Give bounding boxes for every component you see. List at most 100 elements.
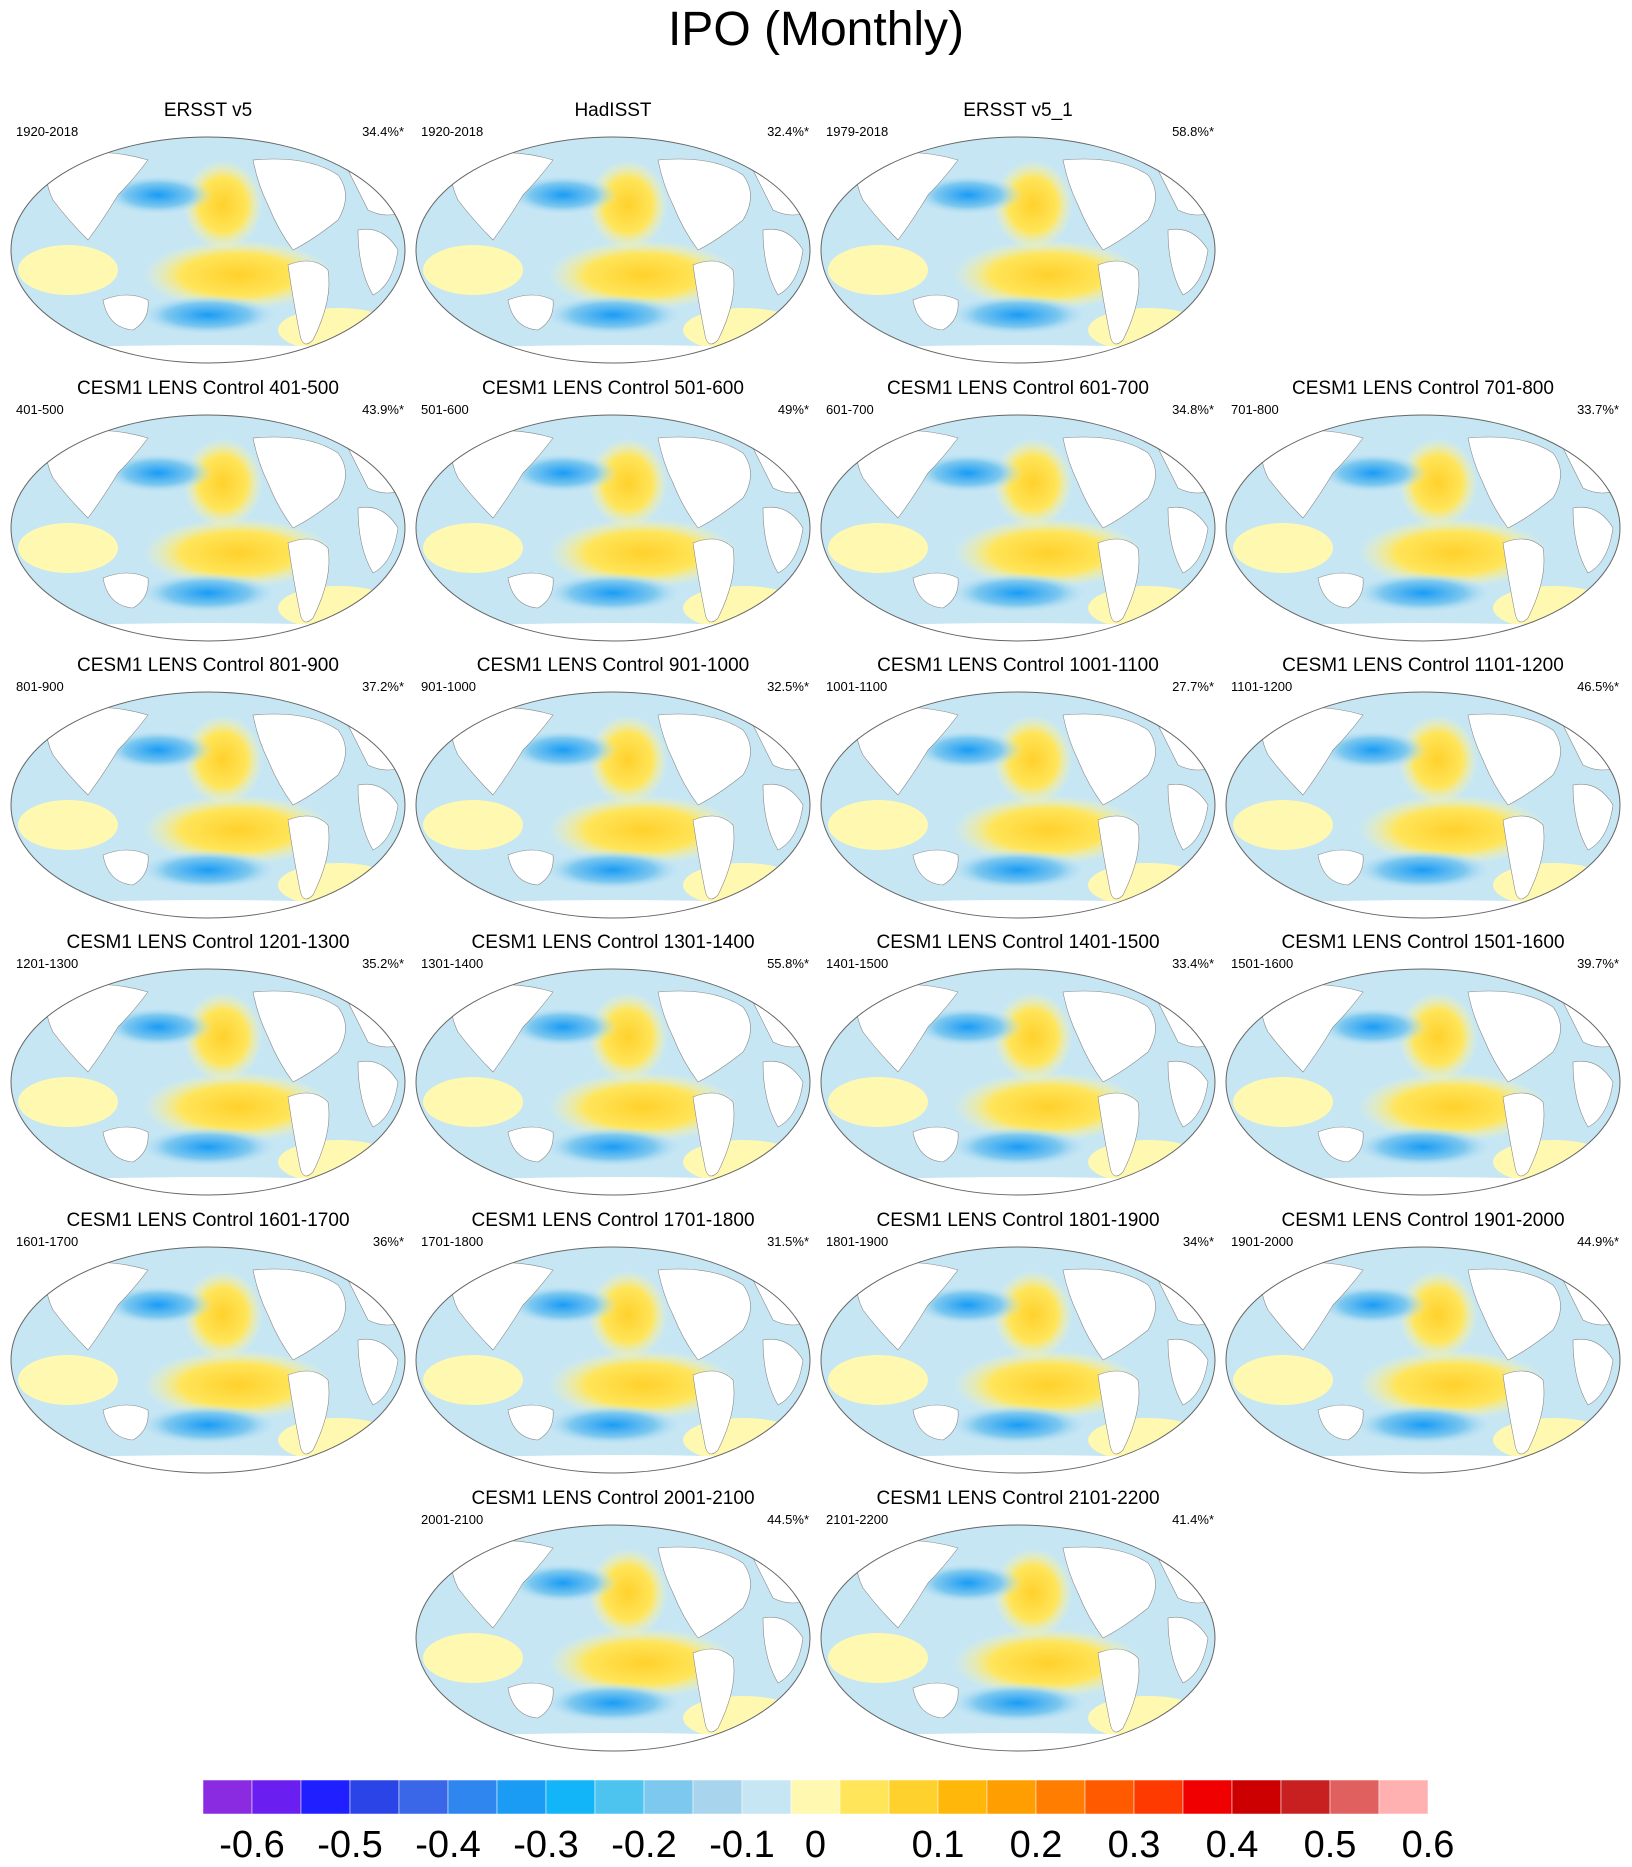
colorbar-box xyxy=(398,1780,449,1814)
colorbar-box xyxy=(1035,1780,1086,1814)
panel-variance-percent: 33.4%* xyxy=(1172,956,1214,971)
map-panel: HadISST 1920-2018 32.4%* xyxy=(413,100,813,370)
panel-variance-percent: 35.2%* xyxy=(362,956,404,971)
panel-period: 1201-1300 xyxy=(16,956,79,971)
world-map xyxy=(820,968,1216,1196)
panel-title: ERSST v5_1 xyxy=(963,100,1073,121)
panel-title: CESM1 LENS Control 601-700 xyxy=(887,378,1149,399)
colorbar-box xyxy=(1329,1780,1380,1814)
map-panel: CESM1 LENS Control 1601-1700 1601-1700 36%… xyxy=(8,1210,408,1480)
panel-title: CESM1 LENS Control 2101-2200 xyxy=(876,1488,1160,1509)
figure-title: IPO (Monthly) xyxy=(667,3,965,56)
colorbar-tick-label: 0 xyxy=(804,1824,827,1866)
world-map xyxy=(10,414,406,642)
map-panel: CESM1 LENS Control 1401-1500 1401-1500 33.… xyxy=(818,932,1218,1202)
panel-variance-percent: 43.9%* xyxy=(362,402,404,417)
map-panel: CESM1 LENS Control 2101-2200 2101-2200 41.… xyxy=(818,1488,1218,1758)
panel-title: CESM1 LENS Control 1501-1600 xyxy=(1281,932,1565,953)
world-map xyxy=(1225,1246,1621,1474)
colorbar-tick-label: -0.2 xyxy=(611,1824,677,1866)
panel-period: 1601-1700 xyxy=(16,1234,79,1249)
panel-variance-percent: 32.4%* xyxy=(767,124,809,139)
panel-period: 1501-1600 xyxy=(1231,956,1294,971)
colorbar-tick-label: -0.1 xyxy=(709,1824,775,1866)
panel-variance-percent: 27.7%* xyxy=(1172,679,1214,694)
panel-period: 2001-2100 xyxy=(421,1512,484,1527)
panel-period: 701-800 xyxy=(1231,402,1279,417)
panel-period: 801-900 xyxy=(16,679,64,694)
colorbar-box xyxy=(447,1780,498,1814)
map-panel: CESM1 LENS Control 1101-1200 1101-1200 46.… xyxy=(1223,655,1623,925)
colorbar-box xyxy=(692,1780,743,1814)
world-map xyxy=(10,968,406,1196)
colorbar-box xyxy=(937,1780,988,1814)
panel-variance-percent: 36%* xyxy=(372,1234,404,1249)
world-map xyxy=(415,414,811,642)
panel-period: 1901-2000 xyxy=(1231,1234,1294,1249)
world-map xyxy=(820,414,1216,642)
colorbar-box xyxy=(1084,1780,1135,1814)
panel-title: CESM1 LENS Control 901-1000 xyxy=(476,655,750,676)
panel-period: 901-1000 xyxy=(421,679,476,694)
panel-period: 1701-1800 xyxy=(421,1234,484,1249)
panel-title: CESM1 LENS Control 701-800 xyxy=(1292,378,1554,399)
panel-period: 1801-1900 xyxy=(826,1234,889,1249)
map-panel: CESM1 LENS Control 501-600 501-600 49%* xyxy=(413,378,813,648)
panel-title: CESM1 LENS Control 1901-2000 xyxy=(1281,1210,1565,1231)
panel-variance-percent: 44.9%* xyxy=(1577,1234,1619,1249)
colorbar-tick-label: -0.4 xyxy=(415,1824,481,1866)
world-map xyxy=(415,136,811,364)
map-panel: CESM1 LENS Control 1301-1400 1301-1400 55.… xyxy=(413,932,813,1202)
panel-variance-percent: 41.4%* xyxy=(1172,1512,1214,1527)
panel-period: 1920-2018 xyxy=(421,124,484,139)
panel-variance-percent: 58.8%* xyxy=(1172,124,1214,139)
colorbar-box xyxy=(1231,1780,1282,1814)
panel-variance-percent: 33.7%* xyxy=(1577,402,1619,417)
panel-title: CESM1 LENS Control 1301-1400 xyxy=(471,932,755,953)
panel-variance-percent: 55.8%* xyxy=(767,956,809,971)
colorbar-tick-label: 0.3 xyxy=(1107,1824,1161,1866)
panel-variance-percent: 32.5%* xyxy=(767,679,809,694)
panel-title: CESM1 LENS Control 501-600 xyxy=(482,378,744,399)
colorbar-tick-label: -0.6 xyxy=(219,1824,285,1866)
colorbar-tick-label: 0.2 xyxy=(1009,1824,1063,1866)
map-panel: CESM1 LENS Control 701-800 701-800 33.7%* xyxy=(1223,378,1623,648)
world-map xyxy=(820,1524,1216,1752)
map-panel: CESM1 LENS Control 901-1000 901-1000 32.5%… xyxy=(413,655,813,925)
map-panel: CESM1 LENS Control 801-900 801-900 37.2%* xyxy=(8,655,408,925)
panel-title: CESM1 LENS Control 1701-1800 xyxy=(471,1210,755,1231)
colorbar-box xyxy=(839,1780,890,1814)
panel-title: CESM1 LENS Control 1001-1100 xyxy=(877,655,1159,676)
panel-period: 1001-1100 xyxy=(826,679,888,694)
panel-variance-percent: 39.7%* xyxy=(1577,956,1619,971)
colorbar-tick-label: 0.4 xyxy=(1205,1824,1259,1866)
world-map xyxy=(820,1246,1216,1474)
panel-period: 1920-2018 xyxy=(16,124,79,139)
colorbar-box xyxy=(643,1780,694,1814)
panel-title: CESM1 LENS Control 2001-2100 xyxy=(471,1488,755,1509)
panel-title: CESM1 LENS Control 1801-1900 xyxy=(876,1210,1160,1231)
map-panel: CESM1 LENS Control 2001-2100 2001-2100 44.… xyxy=(413,1488,813,1758)
panel-variance-percent: 46.5%* xyxy=(1577,679,1619,694)
panel-period: 1101-1200 xyxy=(1231,679,1293,694)
colorbar-box xyxy=(594,1780,645,1814)
colorbar-tick-label: 0.1 xyxy=(911,1824,965,1866)
panel-variance-percent: 34.4%* xyxy=(362,124,404,139)
panel-period: 2101-2200 xyxy=(826,1512,889,1527)
colorbar-box xyxy=(300,1780,351,1814)
colorbar-box xyxy=(790,1780,841,1814)
panel-period: 1401-1500 xyxy=(826,956,889,971)
panel-variance-percent: 44.5%* xyxy=(767,1512,809,1527)
panel-title: CESM1 LENS Control 401-500 xyxy=(77,378,339,399)
world-map xyxy=(10,691,406,919)
colorbar-box xyxy=(1182,1780,1233,1814)
map-panel: CESM1 LENS Control 1501-1600 1501-1600 39.… xyxy=(1223,932,1623,1202)
colorbar-box xyxy=(349,1780,400,1814)
panel-period: 1979-2018 xyxy=(826,124,889,139)
panel-period: 601-700 xyxy=(826,402,874,417)
panel-title: CESM1 LENS Control 1601-1700 xyxy=(66,1210,350,1231)
panel-variance-percent: 37.2%* xyxy=(362,679,404,694)
colorbar-box xyxy=(1378,1780,1428,1814)
colorbar-tick-label: 0.5 xyxy=(1303,1824,1357,1866)
panel-title: CESM1 LENS Control 1201-1300 xyxy=(66,932,350,953)
